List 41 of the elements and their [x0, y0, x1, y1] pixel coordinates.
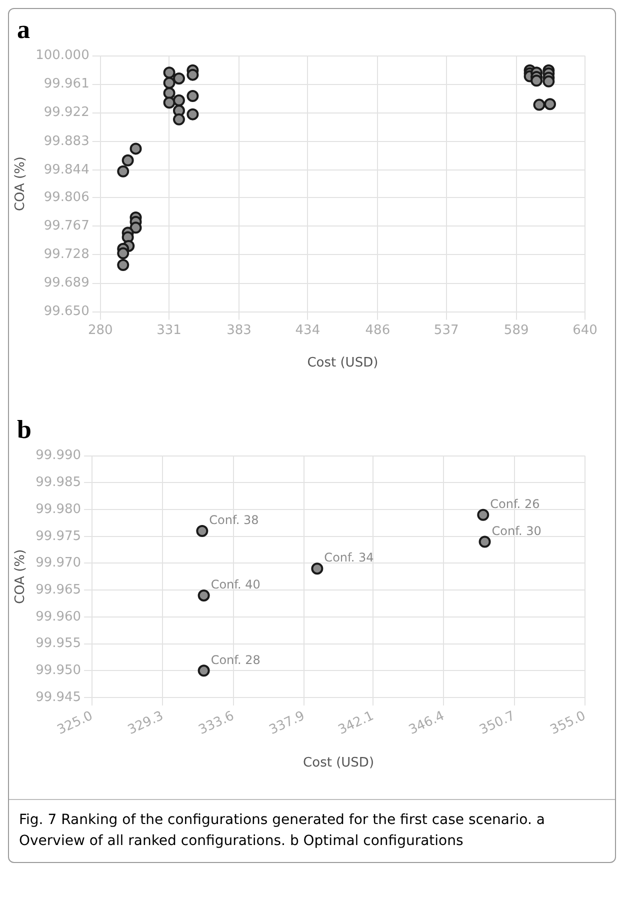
y-axis-title: COA (%)	[13, 549, 28, 604]
x-tick-label: 537	[434, 322, 459, 338]
y-tick-label: 99.844	[44, 162, 90, 178]
y-tick-label: 99.975	[36, 528, 82, 544]
y-tick-label: 99.883	[44, 134, 90, 149]
y-tick-label: 99.955	[36, 636, 82, 652]
x-tick-label: 280	[88, 322, 113, 338]
y-tick-label: 99.922	[44, 105, 90, 120]
y-tick-label: 99.990	[36, 448, 82, 464]
y-tick-label: 99.767	[44, 218, 90, 234]
x-tick-label: 434	[295, 322, 320, 338]
y-tick-label: 99.960	[36, 609, 82, 624]
y-tick-label: 99.961	[44, 76, 90, 92]
annotation: Conf. 26	[490, 497, 540, 512]
y-tick-label: 99.728	[44, 247, 90, 262]
x-axis-title: Cost (USD)	[307, 356, 378, 371]
y-tick-label: 99.985	[36, 475, 82, 490]
y-tick-label: 99.950	[36, 663, 82, 678]
x-tick-label: 640	[572, 322, 598, 338]
y-tick-label: 99.970	[36, 556, 82, 571]
x-axis-title: Cost (USD)	[303, 756, 374, 771]
y-axis-title: COA (%)	[13, 156, 28, 212]
y-tick-label: 99.689	[44, 276, 90, 291]
caption: Fig. 7 Ranking of the configurations generated for the first case scenario. a Overview of all ranked configurations. b Optimal configurations	[9, 799, 615, 862]
x-tick-label: 486	[365, 322, 390, 338]
chart-title: a	[17, 15, 31, 45]
annotation: Conf. 30	[492, 524, 542, 538]
y-tick-label: 100.000	[36, 48, 90, 64]
y-tick-label: 99.806	[44, 190, 90, 206]
chart-title: b	[17, 415, 32, 445]
y-tick-label: 99.980	[36, 502, 82, 517]
x-tick-label: 589	[504, 322, 529, 338]
y-tick-label: 99.650	[44, 304, 90, 320]
annotation: Conf. 40	[210, 578, 260, 592]
x-tick-label: 383	[226, 322, 252, 338]
x-tick-label: 331	[156, 322, 182, 338]
annotation: Conf. 28	[210, 652, 260, 667]
y-tick-label: 99.945	[36, 690, 82, 705]
annotation: Conf. 38	[209, 513, 259, 528]
y-tick-label: 99.965	[36, 582, 82, 598]
annotation: Conf. 34	[324, 550, 374, 565]
